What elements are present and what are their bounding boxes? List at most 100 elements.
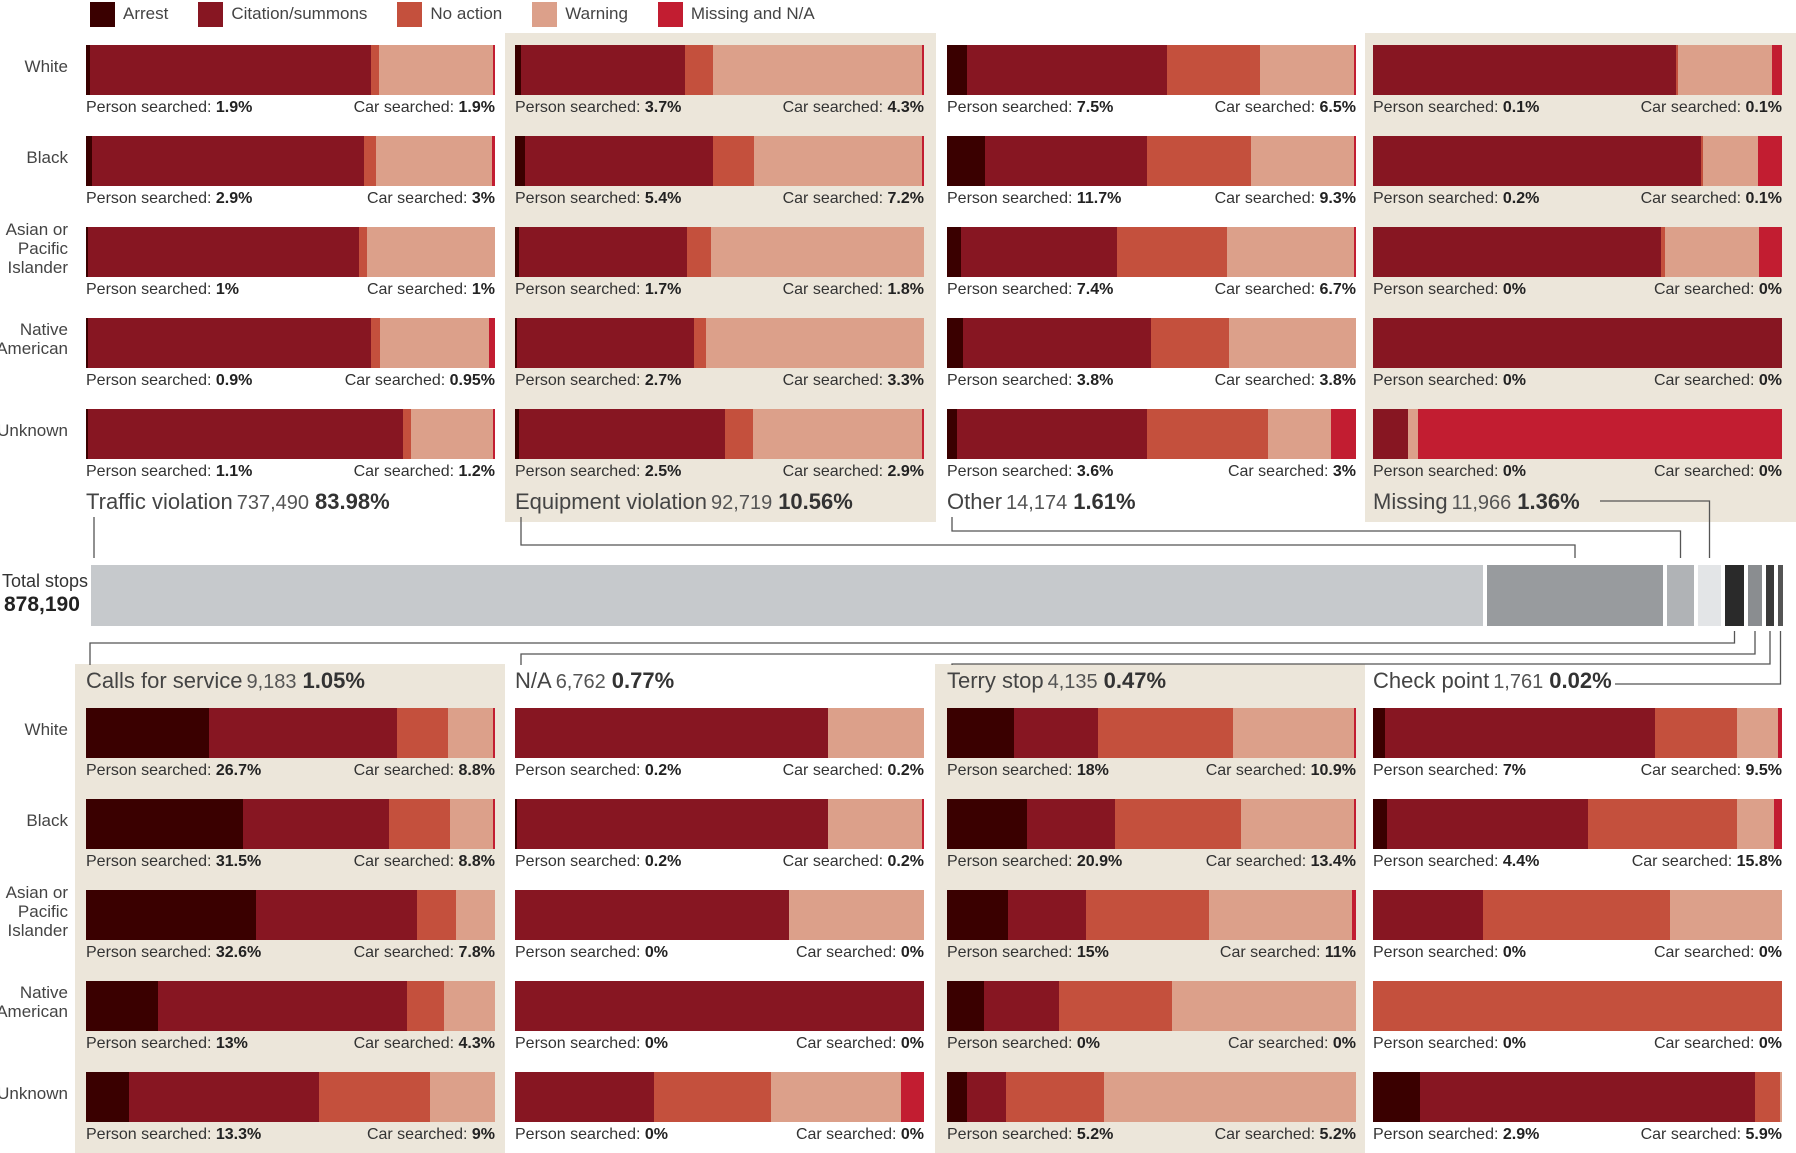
- car-searched-value: 0.2%: [887, 762, 924, 779]
- bar-segment-arrest: [515, 318, 518, 368]
- bar-segment-missing-and-n-a: [921, 45, 924, 95]
- car-searched-value: 9.3%: [1319, 190, 1356, 207]
- car-searched-value: 13.4%: [1310, 853, 1356, 870]
- bar-segment-citation-summons: [92, 136, 365, 186]
- car-searched-value: 1.9%: [458, 99, 495, 116]
- bar-segment-citation-summons: [1373, 318, 1782, 368]
- total-segment: [1698, 565, 1721, 626]
- bar-segment-arrest: [1373, 799, 1388, 849]
- category-percent: 83.98%: [315, 489, 390, 514]
- car-searched-label: Car searched: 0.1%: [1640, 99, 1782, 116]
- stacked-bar: [947, 136, 1356, 186]
- person-searched-label: Person searched: 13.3%: [86, 1126, 262, 1143]
- bar-segment-citation-summons: [517, 799, 828, 849]
- category-name: Missing: [1373, 489, 1448, 514]
- bar-segment-warning: [379, 318, 489, 368]
- bar-segment-warning: [1104, 1072, 1356, 1122]
- bar-segment-citation-summons: [515, 708, 828, 758]
- stacked-bar: [86, 981, 495, 1031]
- car-searched-label: Car searched: 1.2%: [353, 463, 495, 480]
- bar-segment-warning: [789, 890, 924, 940]
- person-searched-value: 0%: [644, 1035, 668, 1052]
- car-searched-value: 0.95%: [449, 372, 495, 389]
- bar-segment-no-action: [1483, 890, 1670, 940]
- bar-segment-citation-summons: [983, 981, 1060, 1031]
- bar-segment-arrest: [515, 136, 526, 186]
- bar-segment-missing-and-n-a: [1351, 890, 1356, 940]
- car-searched-value: 9.5%: [1745, 762, 1782, 779]
- bar-segment-arrest: [86, 708, 209, 758]
- person-searched-label: Person searched: 31.5%: [86, 853, 262, 870]
- legend-label: Warning: [565, 4, 628, 23]
- bar-segment-citation-summons: [967, 1072, 1007, 1122]
- bar-segment-no-action: [1059, 981, 1172, 1031]
- stacked-bar: [1373, 890, 1782, 940]
- person-searched-value: 32.6%: [215, 944, 262, 961]
- person-searched-label: Person searched: 0.2%: [515, 762, 682, 779]
- car-searched-label: Car searched: 3.8%: [1214, 372, 1356, 389]
- legend-swatch: [198, 1, 224, 27]
- category-title: Other 14,174 1.61%: [947, 489, 1136, 515]
- total-segment: [1725, 565, 1744, 626]
- stacked-bar: [947, 981, 1356, 1031]
- car-searched-value: 2.9%: [887, 463, 924, 480]
- bar-segment-warning: [1241, 799, 1354, 849]
- car-searched-label: Car searched: 4.3%: [782, 99, 924, 116]
- person-searched-value: 20.9%: [1076, 853, 1123, 870]
- stacked-bar: [1373, 136, 1782, 186]
- stacked-bar: [947, 1072, 1356, 1122]
- bar-segment-citation-summons: [525, 136, 714, 186]
- bar-segment-missing-and-n-a: [921, 799, 924, 849]
- race-label: Native American: [0, 983, 68, 1021]
- car-searched-value: 1%: [471, 281, 495, 298]
- bar-segment-citation-summons: [1373, 45, 1676, 95]
- bar-segment-missing-and-n-a: [1353, 136, 1356, 186]
- bar-segment-citation-summons: [90, 45, 371, 95]
- bar-segment-arrest: [947, 890, 1009, 940]
- bar-segment-warning: [1208, 890, 1352, 940]
- category-name: Traffic violation: [86, 489, 233, 514]
- person-searched-value: 31.5%: [215, 853, 262, 870]
- race-label: Asian or Pacific Islander: [5, 882, 68, 940]
- bar-segment-citation-summons: [521, 45, 685, 95]
- bar-segment-missing-and-n-a: [921, 409, 924, 459]
- person-searched-value: 0.2%: [644, 762, 682, 779]
- bar-segment-arrest: [947, 1072, 968, 1122]
- stacked-bar: [515, 890, 924, 940]
- car-searched-value: 5.2%: [1319, 1126, 1356, 1143]
- category-percent: 0.77%: [611, 668, 675, 693]
- bar-segment-citation-summons: [1026, 799, 1115, 849]
- category-name: Check point: [1373, 668, 1490, 693]
- bar-segment-no-action: [417, 890, 457, 940]
- person-searched-label: Person searched: 20.9%: [947, 853, 1123, 870]
- person-searched-label: Person searched: 0.1%: [1373, 99, 1540, 116]
- race-label: Black: [26, 147, 68, 167]
- legend-label: Citation/summons: [231, 4, 368, 23]
- bar-segment-arrest: [947, 409, 958, 459]
- bar-segment-no-action: [370, 45, 379, 95]
- car-searched-value: 0%: [1332, 1035, 1356, 1052]
- bar-segment-citation-summons: [963, 318, 1152, 368]
- category-count: 9,183: [246, 671, 297, 693]
- bar-segment-no-action: [1373, 981, 1782, 1031]
- car-searched-label: Car searched: 3.3%: [782, 372, 924, 389]
- person-searched-value: 13.3%: [215, 1126, 262, 1143]
- person-searched-value: 7%: [1502, 762, 1526, 779]
- bar-segment-arrest: [515, 799, 518, 849]
- car-searched-value: 6.5%: [1319, 99, 1356, 116]
- bar-segment-no-action: [1166, 45, 1261, 95]
- connector-line: [951, 517, 1682, 558]
- bar-segment-missing-and-n-a: [1777, 708, 1782, 758]
- bar-segment-arrest: [86, 981, 158, 1031]
- person-searched-value: 0.2%: [1502, 190, 1540, 207]
- car-searched-value: 1.8%: [887, 281, 924, 298]
- stacked-bar: [515, 981, 924, 1031]
- bar-segment-missing-and-n-a: [492, 136, 495, 186]
- stacked-bar: [947, 227, 1356, 277]
- person-searched-value: 0%: [1502, 372, 1526, 389]
- bar-segment-citation-summons: [128, 1072, 320, 1122]
- bar-segment-arrest: [86, 136, 92, 186]
- person-searched-label: Person searched: 2.5%: [515, 463, 682, 480]
- person-searched-value: 1.1%: [215, 463, 253, 480]
